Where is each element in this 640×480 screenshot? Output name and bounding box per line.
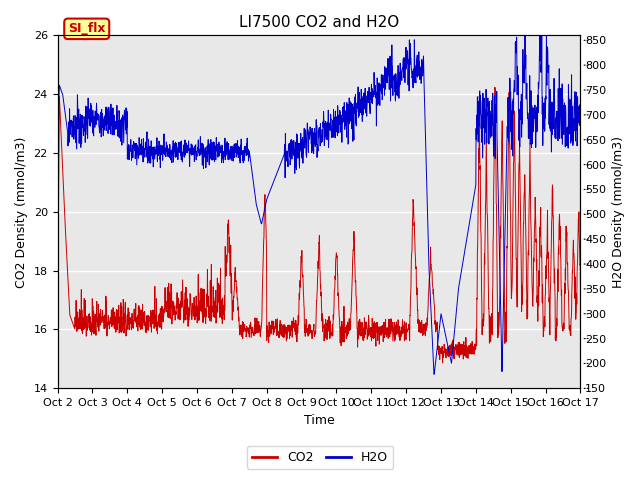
Legend: CO2, H2O: CO2, H2O [247, 446, 393, 469]
Y-axis label: H2O Density (mmol/m3): H2O Density (mmol/m3) [612, 136, 625, 288]
Title: LI7500 CO2 and H2O: LI7500 CO2 and H2O [239, 15, 399, 30]
X-axis label: Time: Time [303, 414, 334, 427]
Text: SI_flx: SI_flx [68, 23, 106, 36]
Y-axis label: CO2 Density (mmol/m3): CO2 Density (mmol/m3) [15, 136, 28, 288]
